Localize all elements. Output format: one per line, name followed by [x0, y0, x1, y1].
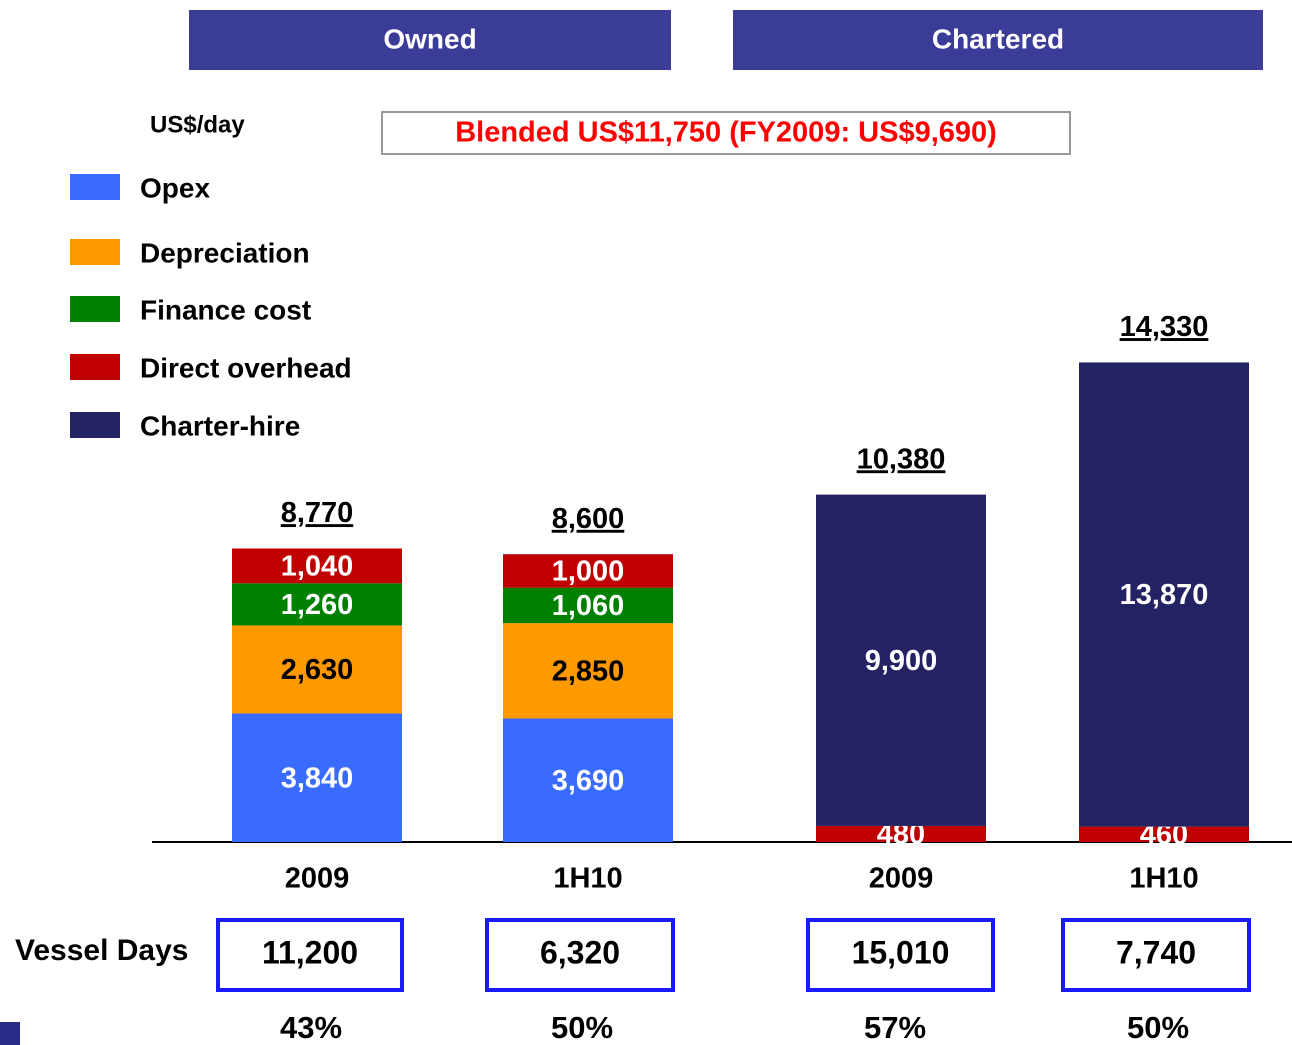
group-header	[189, 10, 671, 70]
vessel-days-label: Vessel Days	[15, 934, 188, 967]
bar-segment	[1079, 362, 1249, 827]
vessel-days-box	[216, 918, 404, 992]
vessel-days-value: 11,200	[262, 934, 358, 970]
logo	[0, 1022, 20, 1045]
total-label: 8,770	[281, 497, 354, 529]
total-label: 10,380	[857, 443, 946, 475]
vessel-days-value: 15,010	[852, 934, 950, 970]
data-label: 3,840	[281, 762, 354, 794]
bar-segment	[503, 623, 673, 719]
legend-swatch	[70, 174, 120, 200]
bar-segment	[1079, 826, 1249, 842]
data-label: 2,850	[552, 655, 625, 687]
data-label: 1,060	[552, 590, 625, 622]
x-tick-label: 1H10	[553, 863, 622, 895]
share-label: 50%	[1127, 1010, 1189, 1045]
share-label: 50%	[551, 1010, 613, 1045]
legend-label: Finance cost	[140, 294, 311, 325]
share-label: 57%	[864, 1010, 926, 1045]
legend-label: Depreciation	[140, 237, 310, 268]
y-axis-label: US$/day	[150, 111, 245, 138]
legend-swatch	[70, 296, 120, 322]
total-label: 14,330	[1120, 311, 1209, 343]
data-label: 9,900	[865, 645, 938, 677]
data-label: 1,040	[281, 551, 354, 583]
group-label: Owned	[383, 23, 476, 54]
data-label: 13,870	[1120, 579, 1209, 611]
group-header	[733, 10, 1263, 70]
bar-segment	[503, 718, 673, 842]
bar-segment	[232, 583, 402, 626]
legend-label: Opex	[140, 172, 210, 203]
vessel-days-box	[806, 918, 995, 992]
vessel-days-box	[1061, 918, 1251, 992]
vessel-days-value: 7,740	[1116, 934, 1196, 970]
bar-segment	[503, 587, 673, 624]
share-label: 43%	[280, 1010, 342, 1045]
bar-segment	[232, 625, 402, 714]
bar-segment	[232, 548, 402, 584]
total-label: 8,600	[552, 503, 625, 535]
bar-segment	[503, 554, 673, 588]
bar-segment	[816, 825, 986, 842]
annotation-box	[381, 111, 1071, 155]
data-label: 3,690	[552, 765, 625, 797]
group-label: Chartered	[932, 23, 1064, 54]
x-tick-label: 2009	[869, 863, 934, 895]
bar-segment	[816, 494, 986, 826]
annotation: Blended US$11,750 (FY2009: US$9,690)	[455, 117, 997, 149]
legend-swatch	[70, 354, 120, 380]
data-label: 1,000	[552, 556, 625, 588]
data-label: 2,630	[281, 654, 354, 686]
legend-label: Direct overhead	[140, 352, 352, 383]
data-label: 1,260	[281, 589, 354, 621]
vessel-days-value: 6,320	[540, 934, 620, 970]
x-tick-label: 1H10	[1129, 863, 1198, 895]
legend-label: Charter-hire	[140, 410, 300, 441]
legend-swatch	[70, 412, 120, 438]
legend-swatch	[70, 239, 120, 265]
bar-segment	[232, 713, 402, 842]
x-tick-label: 2009	[285, 863, 350, 895]
vessel-days-box	[485, 918, 675, 992]
